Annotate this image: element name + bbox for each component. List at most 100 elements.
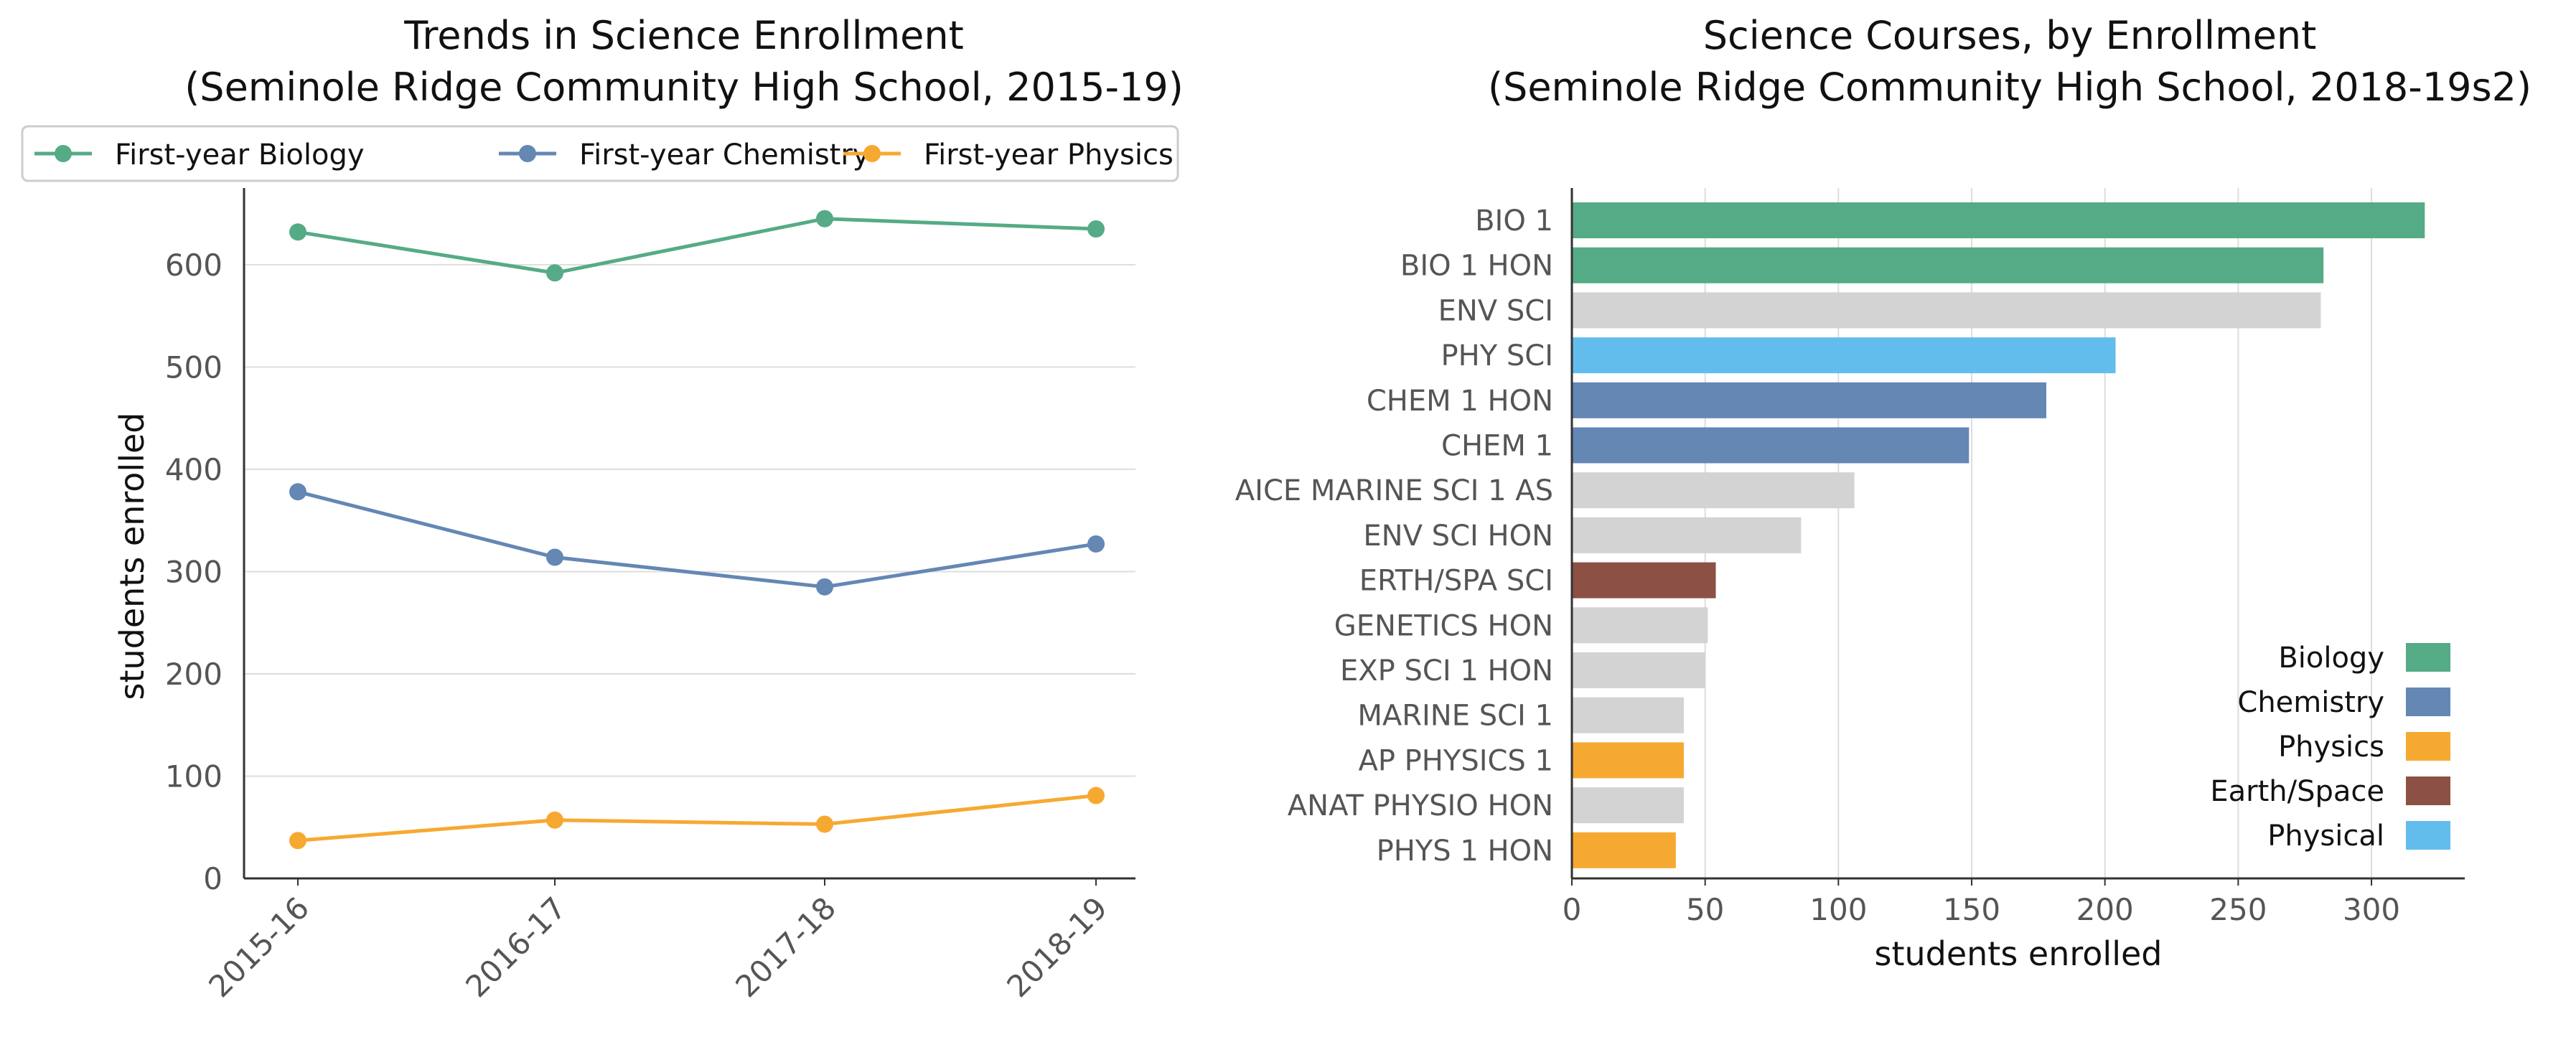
- category-label: ERTH/SPA SCI: [1359, 565, 1553, 598]
- legend-label: Physics: [2278, 731, 2384, 764]
- bar: [1572, 472, 1855, 509]
- legend-swatch: [2406, 821, 2450, 850]
- y-tick-label: 200: [165, 657, 223, 692]
- legend-item: First-year Biology: [34, 139, 365, 172]
- bar: [1572, 697, 1684, 733]
- y-tick-label: 300: [165, 554, 223, 589]
- category-label: CHEM 1 HON: [1367, 385, 1553, 418]
- bar-chart-subtitle: (Seminole Ridge Community High School, 2…: [1488, 65, 2531, 110]
- x-tick-label: 300: [2343, 892, 2400, 927]
- data-point: [1087, 220, 1105, 238]
- bar: [1572, 607, 1708, 644]
- data-point: [816, 210, 833, 227]
- legend-swatch: [2406, 643, 2450, 672]
- legend-label: Biology: [2278, 642, 2384, 675]
- legend-marker: [519, 145, 536, 162]
- legend-marker: [55, 145, 72, 162]
- legend-label: First-year Physics: [924, 139, 1174, 172]
- legend-item: First-year Chemistry: [499, 139, 869, 172]
- category-label: AICE MARINE SCI 1 AS: [1235, 474, 1553, 507]
- series-line: [289, 483, 1105, 596]
- x-tick-label: 2018-19: [1000, 890, 1114, 1004]
- data-point: [289, 223, 306, 241]
- series-path: [297, 489, 1097, 589]
- legend-item: Earth/Space: [2210, 775, 2450, 808]
- legend-item: Physical: [2267, 820, 2450, 853]
- series-path: [297, 217, 1097, 275]
- data-point: [816, 815, 833, 833]
- category-label: ENV SCI: [1438, 294, 1553, 327]
- x-tick-label: 250: [2209, 892, 2267, 927]
- bar: [1572, 832, 1676, 868]
- line-chart-legend: First-year Biology First-year Chemistry Fi…: [21, 125, 1179, 182]
- legend-label: Physical: [2267, 820, 2384, 853]
- y-tick-label: 100: [165, 759, 223, 794]
- x-tick-label: 200: [2076, 892, 2134, 927]
- category-label: CHEM 1: [1441, 430, 1553, 463]
- y-tick-label: 0: [203, 861, 223, 896]
- legend-label: First-year Biology: [115, 139, 365, 172]
- line-chart-y-axis-label: students enrolled: [113, 413, 151, 700]
- category-label: GENETICS HON: [1334, 609, 1553, 642]
- category-label: PHY SCI: [1441, 339, 1553, 372]
- legend-item: First-year Physics: [843, 139, 1174, 172]
- bar: [1572, 787, 1684, 824]
- bar: [1572, 202, 2425, 238]
- data-point: [289, 483, 306, 501]
- bar: [1572, 292, 2321, 329]
- data-point: [816, 578, 833, 596]
- x-tick-label: 2016-17: [459, 890, 573, 1004]
- data-point: [546, 548, 563, 566]
- category-label: BIO 1: [1475, 205, 1553, 238]
- x-tick-label: 150: [1943, 892, 2000, 927]
- x-tick-label: 100: [1809, 892, 1867, 927]
- data-point: [546, 811, 563, 829]
- data-point: [546, 264, 563, 282]
- bar: [1572, 382, 2046, 418]
- category-label: PHYS 1 HON: [1377, 835, 1553, 868]
- legend-label: Earth/Space: [2210, 775, 2384, 808]
- bar: [1572, 337, 2116, 374]
- category-label: ENV SCI HON: [1363, 520, 1553, 553]
- data-point: [1087, 787, 1105, 804]
- legend-item: Physics: [2278, 731, 2450, 764]
- legend-swatch: [2406, 776, 2450, 805]
- category-label: EXP SCI 1 HON: [1340, 654, 1553, 688]
- bar-chart: Science Courses, by Enrollment (Seminole…: [1235, 13, 2531, 973]
- bar: [1572, 517, 1802, 553]
- legend-item: Chemistry: [2237, 686, 2450, 719]
- bar-chart-title: Science Courses, by Enrollment: [1703, 13, 2317, 58]
- legend-marker: [863, 145, 881, 162]
- x-tick-label: 50: [1686, 892, 1724, 927]
- bar: [1572, 652, 1705, 688]
- x-tick-label: 2017-18: [729, 890, 843, 1004]
- data-point: [289, 832, 306, 850]
- category-label: BIO 1 HON: [1400, 250, 1553, 283]
- series-path: [297, 794, 1097, 843]
- line-chart-title: Trends in Science Enrollment: [403, 13, 964, 58]
- legend-swatch: [2406, 732, 2450, 761]
- series-line: [289, 210, 1105, 282]
- data-point: [1087, 535, 1105, 553]
- y-tick-label: 500: [165, 349, 223, 385]
- bar: [1572, 562, 1716, 599]
- bar: [1572, 427, 1970, 464]
- legend-label: Chemistry: [2237, 686, 2384, 719]
- category-label: AP PHYSICS 1: [1358, 744, 1553, 777]
- y-tick-label: 400: [165, 452, 223, 487]
- bar-chart-x-axis-label: students enrolled: [1875, 934, 2163, 973]
- legend-box: [21, 125, 1179, 182]
- legend-swatch: [2406, 688, 2450, 716]
- category-label: MARINE SCI 1: [1357, 700, 1553, 733]
- x-tick-label: 0: [1563, 892, 1582, 927]
- bar-chart-legend: Biology Chemistry Physics Earth/Space Physic…: [2210, 642, 2450, 853]
- line-chart-subtitle: (Seminole Ridge Community High School, 2…: [184, 65, 1184, 110]
- category-label: ANAT PHYSIO HON: [1288, 789, 1553, 822]
- x-tick-label: 2015-16: [202, 890, 316, 1004]
- legend-item: Biology: [2278, 642, 2450, 675]
- line-chart: Trends in Science Enrollment (Seminole R…: [21, 13, 1184, 1004]
- series-line: [289, 787, 1105, 850]
- y-tick-label: 600: [165, 248, 223, 283]
- bar: [1572, 742, 1684, 779]
